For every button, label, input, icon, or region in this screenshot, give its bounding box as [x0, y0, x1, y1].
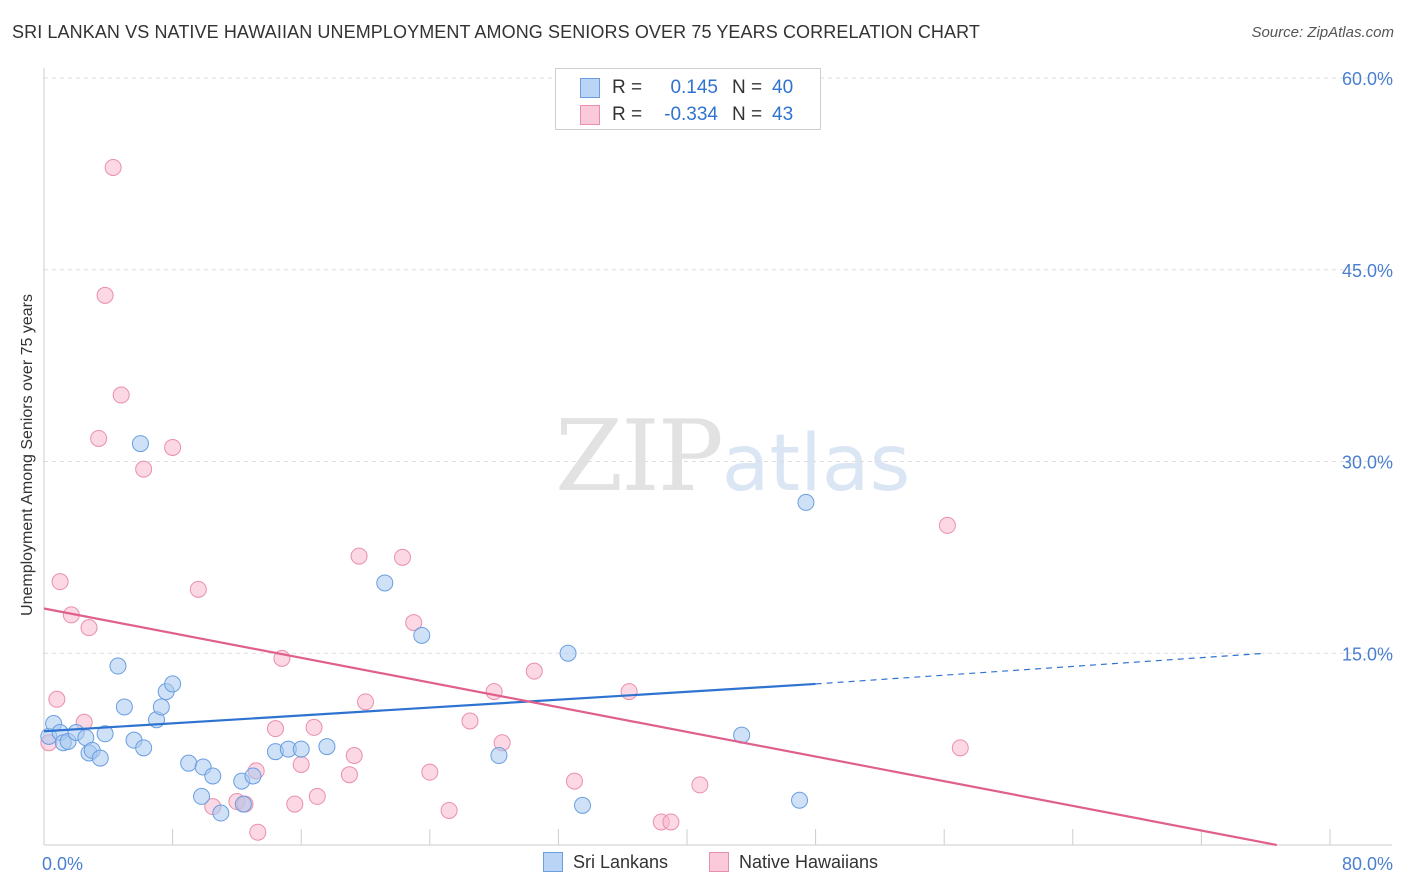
legend-n-label: N =: [732, 77, 763, 98]
native-hawaiian-point: [345, 747, 363, 765]
grid: [44, 77, 1392, 654]
native-hawaiian-point: [249, 823, 267, 841]
legend-item-native-hawaiians[interactable]: Native Hawaiians: [709, 852, 878, 873]
native-hawaiian-point: [565, 772, 583, 790]
watermark: ZIPatlas: [555, 400, 910, 514]
native-hawaiian-point: [421, 763, 439, 781]
sri-lankan-point: [164, 675, 182, 693]
sri-lankan-point: [115, 698, 133, 716]
y-tick-label: 15.0%: [1342, 644, 1393, 664]
legend-n-label: N =: [732, 104, 763, 125]
native-hawaiian-point: [286, 795, 304, 813]
sri-lankan-point: [204, 767, 222, 785]
native-hawaiian-point: [135, 460, 153, 478]
native-hawaiian-point: [405, 614, 423, 632]
native-hawaiian-point: [357, 693, 374, 711]
legend-label-native-hawaiians: Native Hawaiians: [739, 852, 879, 872]
legend-item-sri-lankans[interactable]: Sri Lankans: [543, 852, 668, 873]
sri-lankan-point: [318, 738, 336, 756]
sri-lankan-point: [96, 725, 114, 743]
sri-lankan-point: [490, 747, 508, 765]
native-hawaiian-point: [662, 813, 680, 831]
native-hawaiian-point: [485, 683, 503, 701]
native-hawaiian-point: [951, 739, 969, 757]
native-hawaiian-point: [350, 547, 368, 565]
legend-row-sri-lankans: R = 0.145 N = 40: [556, 74, 820, 102]
native-hawaiian-point: [305, 718, 323, 736]
legend-r-label: R =: [612, 104, 643, 125]
y-tick-label: 30.0%: [1342, 453, 1393, 473]
native-hawaiian-point: [525, 662, 543, 680]
watermark-atlas: atlas: [721, 419, 911, 509]
watermark-zip: ZIP: [555, 400, 724, 514]
legend-swatch-pink: [580, 105, 600, 125]
sri-lankan-point: [152, 698, 170, 716]
native-hawaiian-point: [461, 712, 479, 730]
sri-lankan-point: [574, 796, 592, 814]
sri-lankan-point: [91, 749, 109, 767]
native-hawaiian-point: [691, 776, 709, 794]
native-hawaiian-point: [340, 766, 358, 784]
sri-lankan-point: [413, 626, 431, 644]
native-hawaiian-point: [164, 438, 182, 456]
legend-n-value: 40: [772, 77, 794, 98]
native-hawaiians-trend-line: [43, 607, 1277, 847]
native-hawaiian-point: [112, 386, 130, 404]
series-legend: Sri Lankans Native Hawaiians: [0, 852, 1406, 876]
native-hawaiian-point: [104, 158, 122, 176]
native-hawaiian-point: [189, 580, 207, 598]
native-hawaiian-point: [938, 516, 956, 534]
native-hawaiian-point: [440, 801, 458, 819]
correlation-legend: R = 0.145 N = 40 R = -0.334 N = 43: [555, 68, 821, 130]
axes: [43, 68, 1392, 846]
native-hawaiian-point: [80, 619, 98, 637]
legend-r-value: 0.145: [670, 77, 718, 98]
legend-n-value: 43: [772, 104, 794, 125]
sri-lankan-point: [244, 767, 262, 785]
sri-lankan-point: [135, 739, 153, 757]
source-label: Source: ZipAtlas.com: [1251, 24, 1394, 41]
native-hawaiian-point: [48, 690, 66, 708]
sri-lankan-point: [797, 493, 815, 511]
sri-lankan-point: [292, 740, 310, 758]
tick-labels: 15.0% 30.0% 45.0% 60.0% 0.0% 80.0%: [42, 69, 1393, 874]
sri-lankan-point: [131, 435, 149, 453]
sri-lankan-point: [180, 754, 198, 772]
legend-r-label: R =: [612, 77, 643, 98]
trend-lines: [43, 607, 1277, 847]
x-tick-label: 0.0%: [42, 854, 83, 874]
sri-lankan-point: [109, 657, 127, 675]
sri-lankan-point: [212, 804, 230, 822]
native-hawaiian-point: [308, 787, 326, 805]
native-hawaiians-points: [40, 158, 969, 841]
native-hawaiian-point: [393, 548, 411, 566]
native-hawaiian-point: [90, 429, 108, 447]
x-tick-label: 80.0%: [1342, 854, 1393, 874]
sri-lankan-point: [376, 574, 394, 592]
sri-lankans-trend-line: [43, 682, 816, 733]
legend-swatch-blue: [543, 852, 563, 872]
legend-label-sri-lankans: Sri Lankans: [573, 852, 669, 872]
legend-swatch-pink: [709, 852, 729, 872]
native-hawaiian-point: [620, 683, 638, 701]
sri-lankan-point: [791, 791, 809, 809]
sri-lankans-trend-extension: [815, 652, 1266, 685]
legend-r-value: -0.334: [664, 104, 718, 125]
native-hawaiian-point: [51, 573, 69, 591]
native-hawaiian-point: [292, 755, 310, 773]
chart-title: SRI LANKAN VS NATIVE HAWAIIAN UNEMPLOYME…: [12, 22, 981, 42]
legend-row-native-hawaiians: R = -0.334 N = 43: [556, 101, 820, 129]
native-hawaiian-point: [266, 720, 284, 738]
sri-lankan-point: [234, 795, 252, 813]
sri-lankans-points: [40, 435, 815, 822]
y-tick-label: 60.0%: [1342, 69, 1393, 89]
sri-lankan-point: [193, 787, 211, 805]
y-tick-label: 45.0%: [1342, 261, 1393, 281]
legend-swatch-blue: [580, 78, 600, 98]
native-hawaiian-point: [96, 286, 114, 304]
sri-lankan-point: [559, 644, 577, 662]
